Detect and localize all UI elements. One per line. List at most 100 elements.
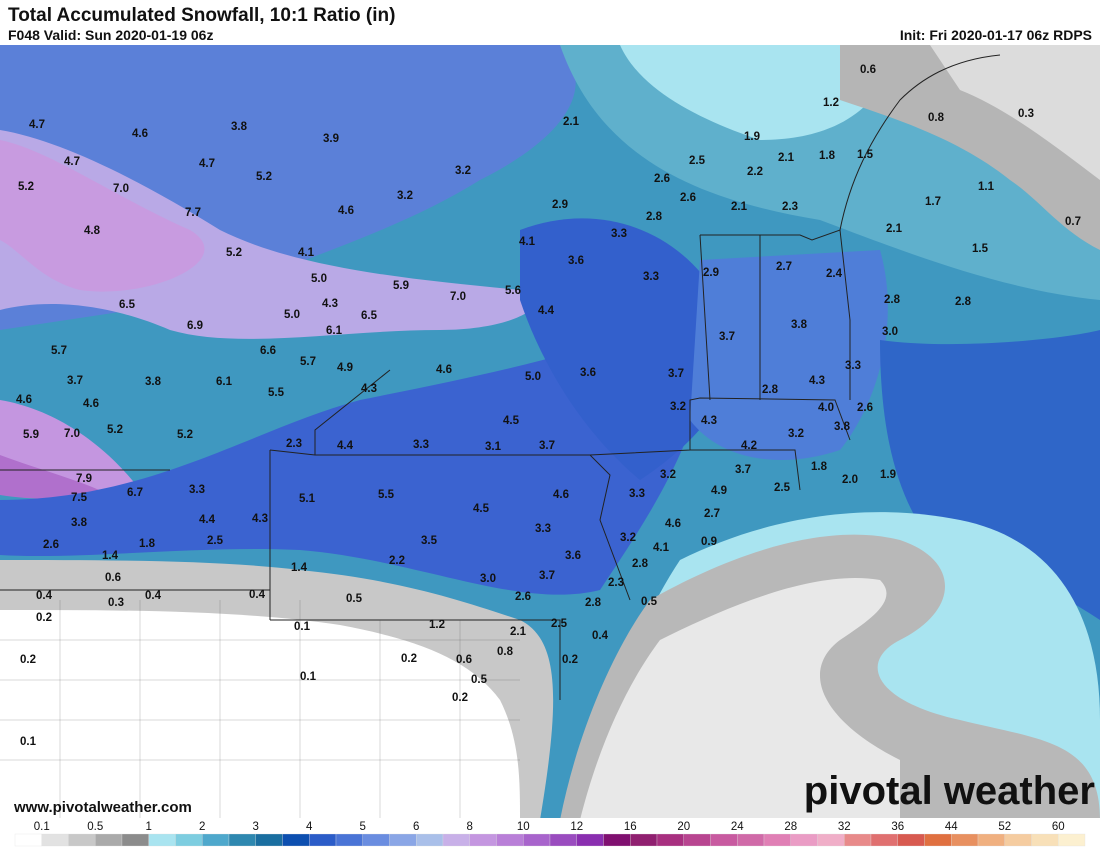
colorbar-swatch [870,833,898,847]
snowfall-label: 0.2 [20,654,36,666]
snowfall-label: 6.7 [127,487,143,499]
snowfall-label: 2.1 [886,223,903,235]
snowfall-label: 2.8 [884,294,901,306]
colorbar-swatch [630,833,658,847]
snowfall-label: 0.2 [36,612,52,624]
colorbar-label: 1 [146,821,152,833]
colorbar-swatch [362,833,390,847]
snowfall-label: 2.5 [689,155,706,167]
snowfall-label: 1.7 [925,196,941,208]
snowfall-label: 4.2 [741,440,757,452]
snowfall-label: 3.2 [397,190,413,202]
snowfall-label: 4.5 [473,503,490,515]
snowfall-label: 1.5 [857,149,874,161]
colorbar-swatch [202,833,230,847]
snowfall-label: 2.1 [510,626,527,638]
colorbar-label: 5 [360,821,366,833]
snowfall-label: 7.7 [185,207,201,219]
snowfall-label: 4.7 [199,158,215,170]
snowfall-label: 5.1 [299,493,316,505]
snowfall-label: 7.0 [64,428,80,440]
snowfall-label: 3.7 [668,368,684,380]
snowfall-label: 1.4 [291,562,308,574]
snowfall-label: 7.0 [450,291,466,303]
colorbar-swatch [790,833,818,847]
map-labels: 4.7 4.6 3.8 3.9 2.1 0.6 1.2 0.8 0.3 4.7 5.2 7.0 4.7 5… [16,64,1081,748]
colorbar-label: 6 [413,821,419,833]
colorbar-swatch [817,833,845,847]
colorbar-swatch [68,833,96,847]
snowfall-label: 7.0 [113,183,129,195]
colorbar-label: 2 [199,821,205,833]
colorbar-swatch [951,833,979,847]
colorbar-swatch [763,833,791,847]
colorbar-swatch [416,833,444,847]
snowfall-label: 2.3 [608,577,624,589]
snowfall-label: 4.3 [701,415,717,427]
snowfall-label: 2.6 [680,192,696,204]
snowfall-label: 3.3 [629,488,645,500]
snowfall-label: 2.6 [857,402,873,414]
snowfall-label: 4.6 [665,518,681,530]
snowfall-label: 4.1 [298,247,315,259]
snowfall-label: 2.0 [842,474,858,486]
colorbar-swatch [175,833,203,847]
snowfall-label: 0.1 [300,671,317,683]
colorbar-label: 12 [570,821,583,833]
snowfall-label: 4.5 [503,415,520,427]
colorbar-label: 8 [467,821,473,833]
init-time: Init: Fri 2020-01-17 06z RDPS [900,27,1092,43]
colorbar-label: 0.5 [87,821,103,833]
snowfall-label: 3.3 [189,484,205,496]
snowfall-label: 3.8 [834,421,851,433]
snowfall-label: 4.3 [361,383,377,395]
snowfall-label: 0.8 [928,112,945,124]
colorbar-swatch [523,833,551,847]
snowfall-label: 6.1 [216,376,233,388]
snowfall-label: 0.3 [1018,108,1034,120]
snowfall-label: 5.2 [226,247,242,259]
snowfall-label: 5.7 [300,356,316,368]
colorbar-swatch [549,833,577,847]
colorbar-swatch [14,833,42,847]
map-fields [0,45,1100,820]
snowfall-label: 3.7 [539,570,555,582]
snowfall-label: 5.2 [107,424,123,436]
snowfall-label: 4.6 [16,394,32,406]
snowfall-label: 3.2 [660,469,676,481]
snowfall-label: 3.3 [535,523,551,535]
colorbar-swatch [977,833,1005,847]
snowfall-label: 3.0 [882,326,898,338]
colorbar: 0.1 0.5 1 2 3 4 5 6 8 10 12 16 20 24 28 32 36 44 52 60 [0,818,1100,850]
snowfall-label: 5.9 [393,280,409,292]
colorbar-swatch [255,833,283,847]
snowfall-label: 7.9 [76,473,92,485]
snowfall-label: 3.8 [145,376,162,388]
snowfall-label: 0.7 [1065,216,1081,228]
map-title: Total Accumulated Snowfall, 10:1 Ratio (… [8,5,395,26]
snowfall-label: 2.3 [286,438,302,450]
snowfall-label: 4.0 [818,402,834,414]
state-borders [0,54,1001,700]
snowfall-label: 2.8 [585,597,602,609]
colorbar-label: 36 [891,821,904,833]
snowfall-label: 3.7 [539,440,555,452]
colorbar-label: 16 [624,821,637,833]
snowfall-label: 2.1 [563,116,580,128]
snowfall-label: 3.9 [323,133,339,145]
snowfall-label: 2.6 [654,173,670,185]
snowfall-label: 1.4 [102,550,119,562]
snowfall-label: 6.5 [361,310,378,322]
snowfall-label: 3.5 [421,535,438,547]
snowfall-label: 1.8 [811,461,828,473]
snowfall-label: 2.8 [762,384,779,396]
snowfall-label: 0.3 [108,597,124,609]
snowfall-label: 3.2 [620,532,636,544]
snowfall-label: 6.5 [119,299,136,311]
snowfall-label: 2.7 [704,508,720,520]
snowfall-label: 6.6 [260,345,276,357]
snowfall-label: 3.7 [735,464,751,476]
snowfall-label: 1.2 [823,97,839,109]
colorbar-swatch [1058,833,1086,847]
snowfall-label: 4.6 [83,398,99,410]
